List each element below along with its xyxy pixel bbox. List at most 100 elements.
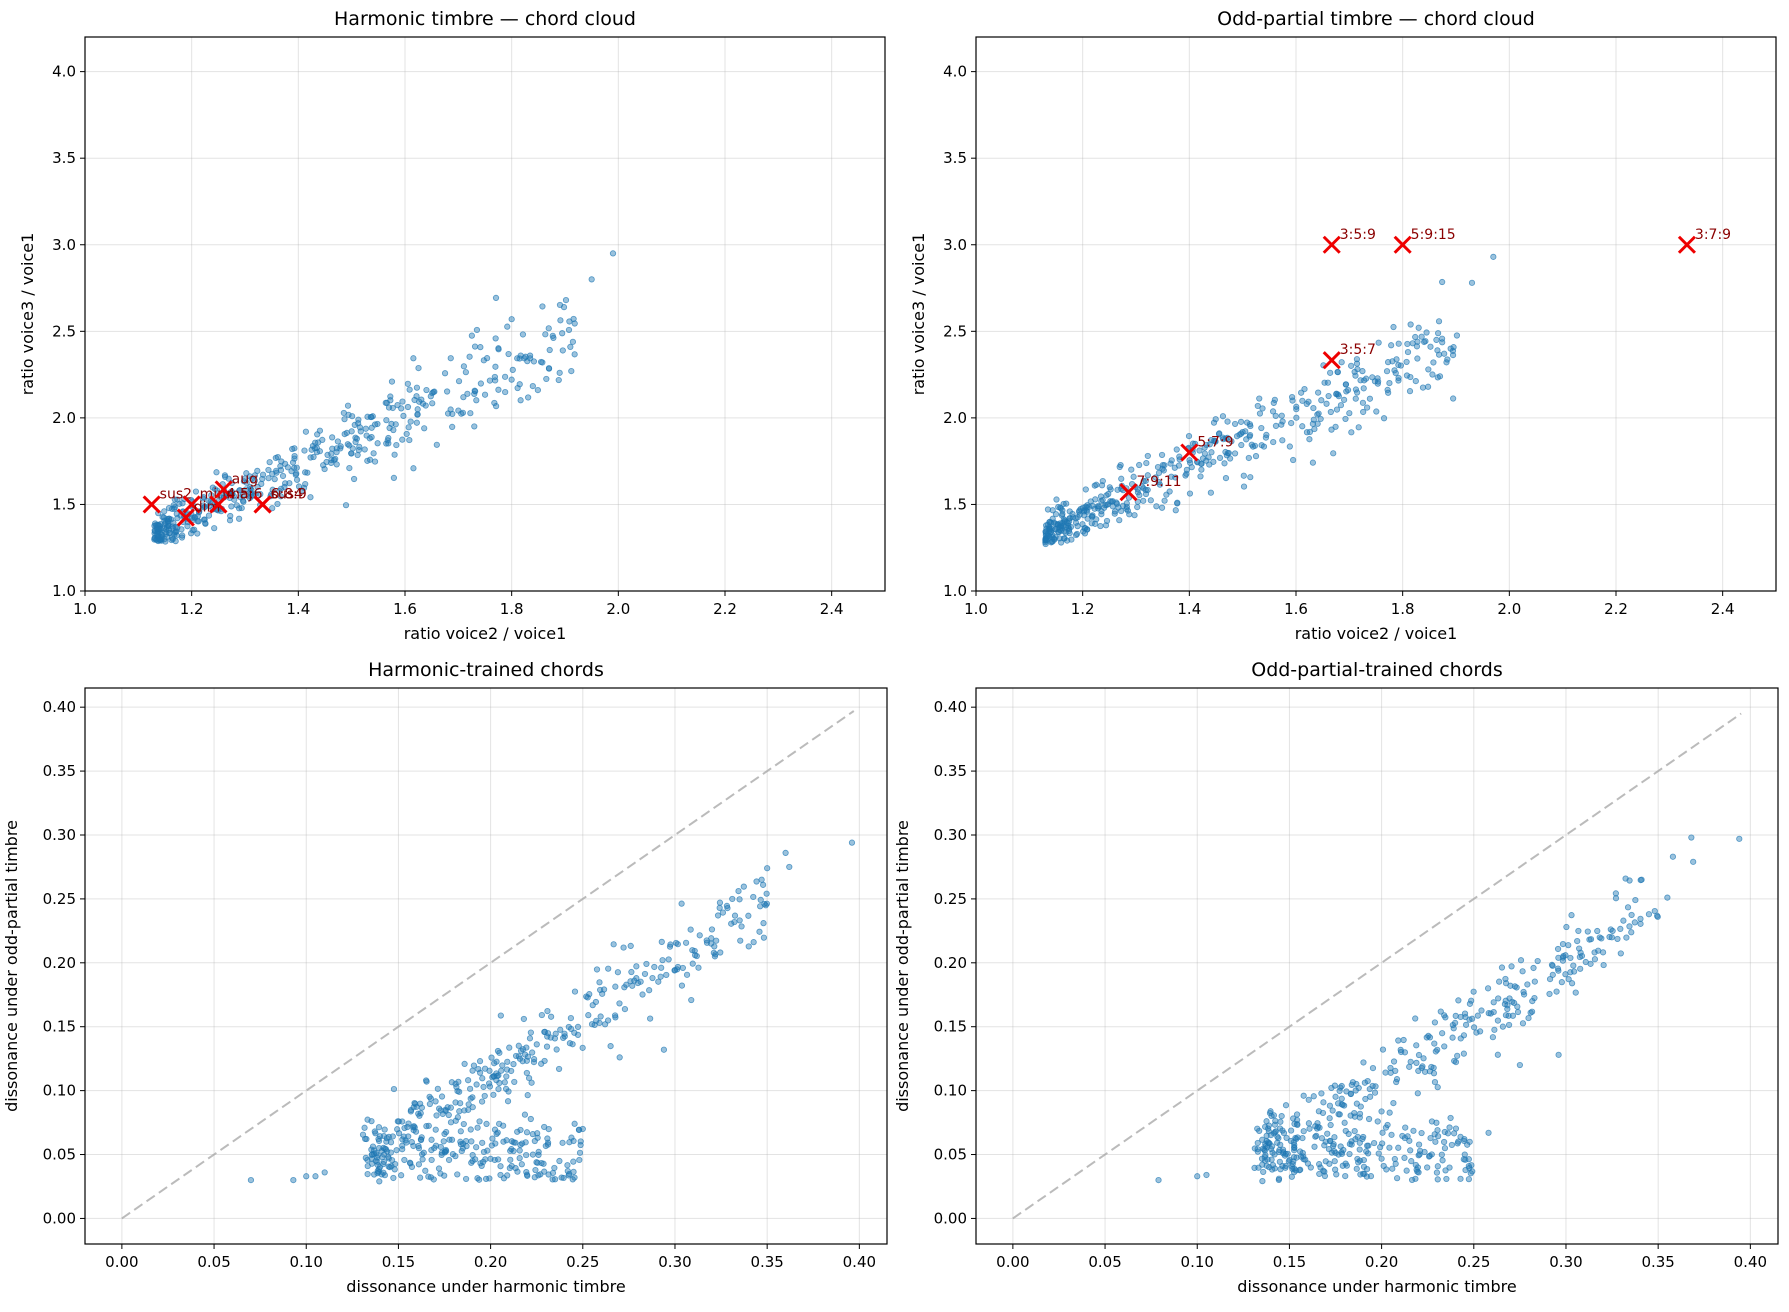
data-point bbox=[1154, 464, 1162, 471]
data-point bbox=[1559, 941, 1567, 948]
data-point bbox=[535, 1172, 542, 1179]
data-point bbox=[514, 1168, 521, 1175]
y-tick-label: 4.0 bbox=[52, 63, 76, 81]
data-point bbox=[1270, 399, 1277, 406]
data-point bbox=[1401, 1049, 1409, 1056]
data-point bbox=[1240, 472, 1247, 479]
data-point bbox=[1375, 378, 1382, 385]
data-point bbox=[200, 494, 207, 501]
data-point bbox=[1386, 1109, 1393, 1116]
data-point bbox=[205, 512, 213, 519]
data-point bbox=[1453, 332, 1461, 339]
data-point bbox=[291, 453, 298, 460]
data-point bbox=[1449, 352, 1457, 359]
data-point bbox=[481, 391, 489, 398]
data-point bbox=[1316, 1124, 1323, 1131]
data-point bbox=[577, 1138, 584, 1145]
data-point bbox=[1300, 1092, 1307, 1099]
data-point bbox=[1163, 491, 1170, 498]
data-point bbox=[1387, 1069, 1394, 1076]
data-point bbox=[1283, 1134, 1290, 1142]
data-point bbox=[512, 1139, 519, 1146]
data-point bbox=[497, 1012, 504, 1019]
data-point bbox=[493, 403, 500, 410]
data-point bbox=[1355, 1084, 1362, 1092]
data-point bbox=[1520, 988, 1527, 996]
data-point bbox=[374, 440, 381, 447]
data-point bbox=[1111, 510, 1118, 517]
data-point bbox=[1389, 1165, 1396, 1172]
data-point bbox=[1337, 402, 1345, 409]
data-point bbox=[444, 388, 451, 395]
x-tick-label: 0.05 bbox=[197, 1253, 230, 1271]
data-point bbox=[579, 1125, 586, 1133]
data-point bbox=[353, 435, 360, 442]
data-point bbox=[476, 1058, 484, 1065]
data-point bbox=[1549, 971, 1556, 978]
data-point bbox=[1125, 494, 1133, 501]
data-point bbox=[1113, 499, 1120, 506]
data-point bbox=[350, 475, 358, 483]
data-point bbox=[524, 1092, 531, 1099]
data-point bbox=[1429, 371, 1436, 378]
data-point bbox=[1412, 378, 1419, 385]
data-point bbox=[565, 1023, 572, 1031]
data-point bbox=[1391, 367, 1398, 374]
data-point bbox=[271, 476, 278, 483]
data-point bbox=[1380, 1162, 1387, 1170]
data-point bbox=[1446, 1164, 1453, 1171]
data-point bbox=[1450, 395, 1457, 402]
axes-frame bbox=[975, 687, 1779, 1245]
data-point bbox=[557, 1026, 564, 1033]
data-point bbox=[1509, 1012, 1517, 1019]
data-point bbox=[432, 1142, 440, 1149]
data-point bbox=[1444, 1130, 1452, 1137]
data-point bbox=[1063, 500, 1070, 507]
data-point bbox=[1055, 528, 1062, 536]
data-point bbox=[282, 480, 289, 487]
data-point bbox=[1216, 454, 1224, 461]
data-point bbox=[179, 500, 186, 507]
data-point bbox=[161, 508, 168, 515]
data-point bbox=[682, 939, 690, 946]
data-point bbox=[361, 1124, 368, 1131]
marker-stroke bbox=[214, 480, 233, 499]
data-point bbox=[759, 881, 767, 888]
data-point bbox=[423, 386, 430, 394]
data-point bbox=[1363, 1165, 1371, 1173]
chord-marker-label: 7:9:11 bbox=[1137, 474, 1182, 490]
data-point bbox=[510, 1147, 517, 1155]
panel-odd-partial-trained-chords: 0.00 0.05 0.10 0.15 0.20 0.25 0.30 0.35 0.40 0.00… bbox=[893, 659, 1779, 1296]
data-point bbox=[562, 296, 570, 304]
data-point bbox=[480, 1083, 487, 1091]
data-point bbox=[1400, 1036, 1407, 1044]
data-point bbox=[468, 1138, 475, 1145]
data-point bbox=[1380, 415, 1388, 422]
data-point bbox=[1072, 519, 1080, 526]
data-point bbox=[435, 1165, 443, 1172]
x-tick-label: 0.15 bbox=[382, 1253, 415, 1271]
data-point bbox=[1316, 1161, 1323, 1168]
data-point bbox=[1612, 890, 1619, 897]
data-point bbox=[419, 1151, 426, 1158]
data-point bbox=[1254, 1125, 1261, 1132]
data-point bbox=[1136, 461, 1143, 469]
data-point bbox=[465, 1101, 472, 1108]
data-point bbox=[763, 890, 770, 897]
data-point bbox=[469, 1067, 476, 1074]
data-point bbox=[1390, 1058, 1398, 1065]
data-point bbox=[1567, 954, 1574, 962]
data-point bbox=[740, 883, 747, 890]
data-point bbox=[265, 466, 272, 474]
data-point bbox=[1582, 958, 1589, 966]
data-point bbox=[543, 375, 550, 383]
data-point bbox=[475, 1065, 482, 1073]
data-point bbox=[655, 978, 662, 985]
data-point bbox=[495, 346, 502, 353]
data-point bbox=[1114, 486, 1121, 493]
data-point bbox=[258, 480, 265, 487]
y-axis-label: dissonance under odd-partial timbre bbox=[893, 820, 912, 1112]
data-point bbox=[571, 351, 578, 358]
data-point bbox=[1351, 1128, 1358, 1135]
data-point bbox=[213, 469, 220, 476]
